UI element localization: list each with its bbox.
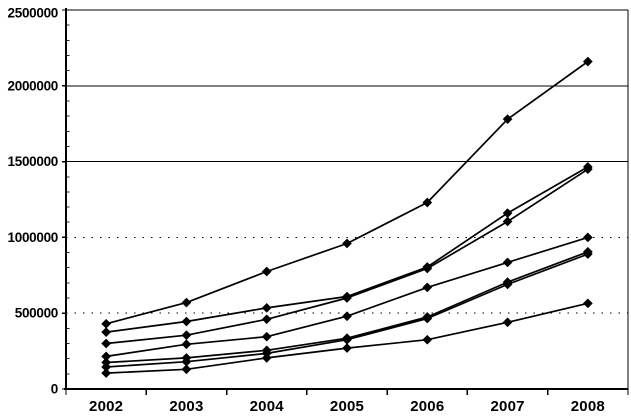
- x-axis-tick-label: 2004: [250, 398, 285, 415]
- axes-layer: [62, 8, 629, 395]
- y-axis-tick-label: 1500000: [8, 154, 58, 169]
- axis-labels-layer: 0 500000 1000000 1500000 2000000 2500000 2002 2…: [8, 6, 605, 416]
- y-axis-tick-label: 1000000: [8, 230, 58, 245]
- series-3-marker: [101, 338, 112, 349]
- x-axis-tick-label: 2005: [330, 398, 364, 415]
- series-2-marker: [502, 208, 513, 219]
- x-axis-tick-label: 2003: [169, 398, 203, 415]
- y-axis-tick-label: 2500000: [8, 6, 58, 21]
- series-4-marker: [342, 311, 352, 322]
- series-7-marker: [342, 343, 352, 354]
- series-3-marker: [422, 263, 433, 274]
- series-4-marker: [261, 331, 272, 342]
- series-3-marker: [342, 293, 352, 303]
- series-6-marker: [502, 279, 513, 290]
- series-7-marker: [261, 352, 272, 363]
- series-4-marker: [422, 282, 433, 293]
- series-7-marker: [502, 317, 513, 328]
- x-axis-tick-label: 2002: [89, 398, 123, 415]
- y-axis-tick-label: 500000: [15, 306, 58, 321]
- series-2-line: [105, 166, 589, 333]
- series-7-marker: [422, 334, 433, 345]
- x-axis-tick-label: 2006: [410, 398, 444, 415]
- series-layer: [101, 56, 593, 379]
- x-axis-tick-label: 2008: [571, 398, 605, 415]
- y-axis-tick-label: 0: [51, 382, 58, 397]
- series-6-marker: [422, 313, 433, 324]
- series-2-marker: [181, 316, 192, 327]
- series-4-marker: [582, 232, 593, 243]
- series-3-marker: [582, 164, 593, 175]
- series-6-marker: [582, 249, 593, 260]
- series-4-marker: [502, 257, 513, 268]
- series-7-marker: [582, 298, 593, 309]
- y-axis-tick-label: 2000000: [8, 78, 58, 93]
- series-3-marker: [181, 330, 192, 341]
- gridlines-layer: [66, 9, 629, 389]
- series-1-marker: [181, 297, 192, 308]
- series-1-marker: [261, 266, 272, 277]
- series-7-marker: [101, 368, 112, 379]
- series-1-marker: [101, 318, 112, 329]
- series-2-marker: [261, 302, 272, 313]
- series-1-marker: [582, 56, 593, 67]
- series-3-marker: [502, 216, 513, 227]
- series-1-line: [105, 60, 589, 325]
- series-7-marker: [181, 364, 192, 375]
- series-3-marker: [261, 314, 272, 325]
- series-4-marker: [181, 339, 192, 350]
- series-1-marker: [502, 114, 513, 125]
- series-1-marker: [422, 197, 433, 208]
- series-1-marker: [342, 238, 352, 249]
- x-axis-tick-label: 2007: [490, 398, 524, 415]
- series-2-marker: [101, 327, 112, 338]
